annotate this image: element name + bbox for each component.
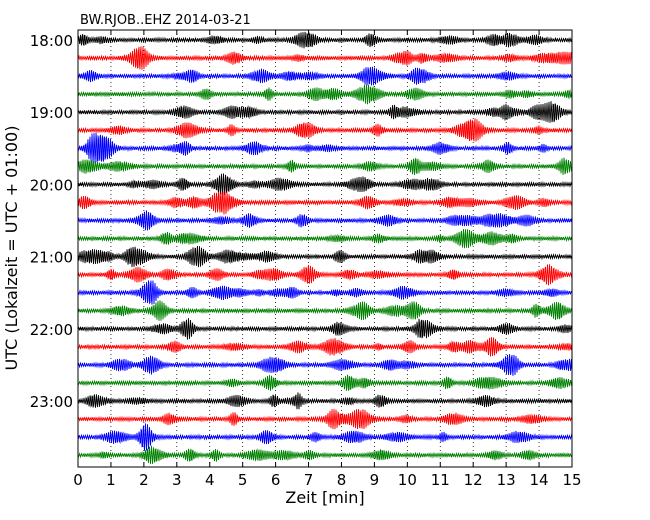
trace-line (77, 157, 573, 175)
x-axis-label: Zeit [min] (285, 488, 364, 507)
trace-line (77, 229, 573, 249)
trace-line (77, 84, 573, 105)
trace-line (77, 392, 573, 410)
x-tick-label: 9 (370, 471, 380, 489)
plot-frame (77, 29, 573, 468)
x-tick-label: 8 (337, 471, 347, 489)
trace-line (77, 132, 573, 164)
x-tick-label: 5 (238, 471, 248, 489)
trace-line (77, 66, 573, 86)
trace-line (77, 354, 573, 376)
trace-line (77, 423, 573, 451)
seismogram-traces (77, 31, 573, 465)
x-tick-label: 11 (431, 471, 450, 489)
chart-title: BW.RJOB..EHZ 2014-03-21 (80, 13, 251, 28)
x-tick-label: 13 (497, 471, 516, 489)
x-tick-label: 2 (139, 471, 149, 489)
y-tick-label: 18:00 (30, 32, 73, 50)
x-tick-label: 6 (271, 471, 281, 489)
trace-line (77, 46, 573, 70)
y-tick-label: 22:00 (30, 321, 73, 339)
y-axis-ticks: 18:00 19:00 20:00 21:00 22:00 23:00 (30, 32, 572, 411)
y-tick-label: 21:00 (30, 249, 73, 267)
x-tick-label: 1 (106, 471, 116, 489)
trace-line (77, 445, 573, 465)
trace-line (77, 374, 573, 391)
y-tick-label: 20:00 (30, 176, 73, 194)
trace-line (77, 280, 573, 305)
trace-line (77, 408, 573, 430)
trace-line (77, 300, 573, 321)
trace-line (77, 31, 573, 49)
x-tick-label: 12 (464, 471, 483, 489)
trace-line (77, 101, 573, 123)
x-tick-label: 10 (398, 471, 417, 489)
trace-line (77, 190, 573, 215)
trace-line (77, 118, 573, 142)
x-tick-label: 15 (562, 471, 581, 489)
x-tick-label: 4 (205, 471, 215, 489)
trace-line (77, 210, 573, 231)
y-tick-label: 19:00 (30, 104, 73, 122)
x-axis-ticks: 0 1 2 3 4 5 6 7 8 9 10 11 12 13 14 15 (73, 30, 582, 489)
x-tick-label: 7 (304, 471, 314, 489)
x-tick-label: 0 (73, 471, 83, 489)
vertical-grid (110, 30, 540, 467)
trace-line (77, 245, 573, 268)
x-tick-label: 3 (172, 471, 182, 489)
trace-line (77, 337, 573, 357)
x-tick-label: 14 (530, 471, 549, 489)
y-tick-label: 23:00 (30, 393, 73, 411)
y-axis-label: UTC (Lokalzeit = UTC + 01:00) (2, 126, 21, 371)
trace-line (77, 318, 573, 340)
trace-line (77, 264, 573, 286)
trace-line (77, 173, 573, 195)
